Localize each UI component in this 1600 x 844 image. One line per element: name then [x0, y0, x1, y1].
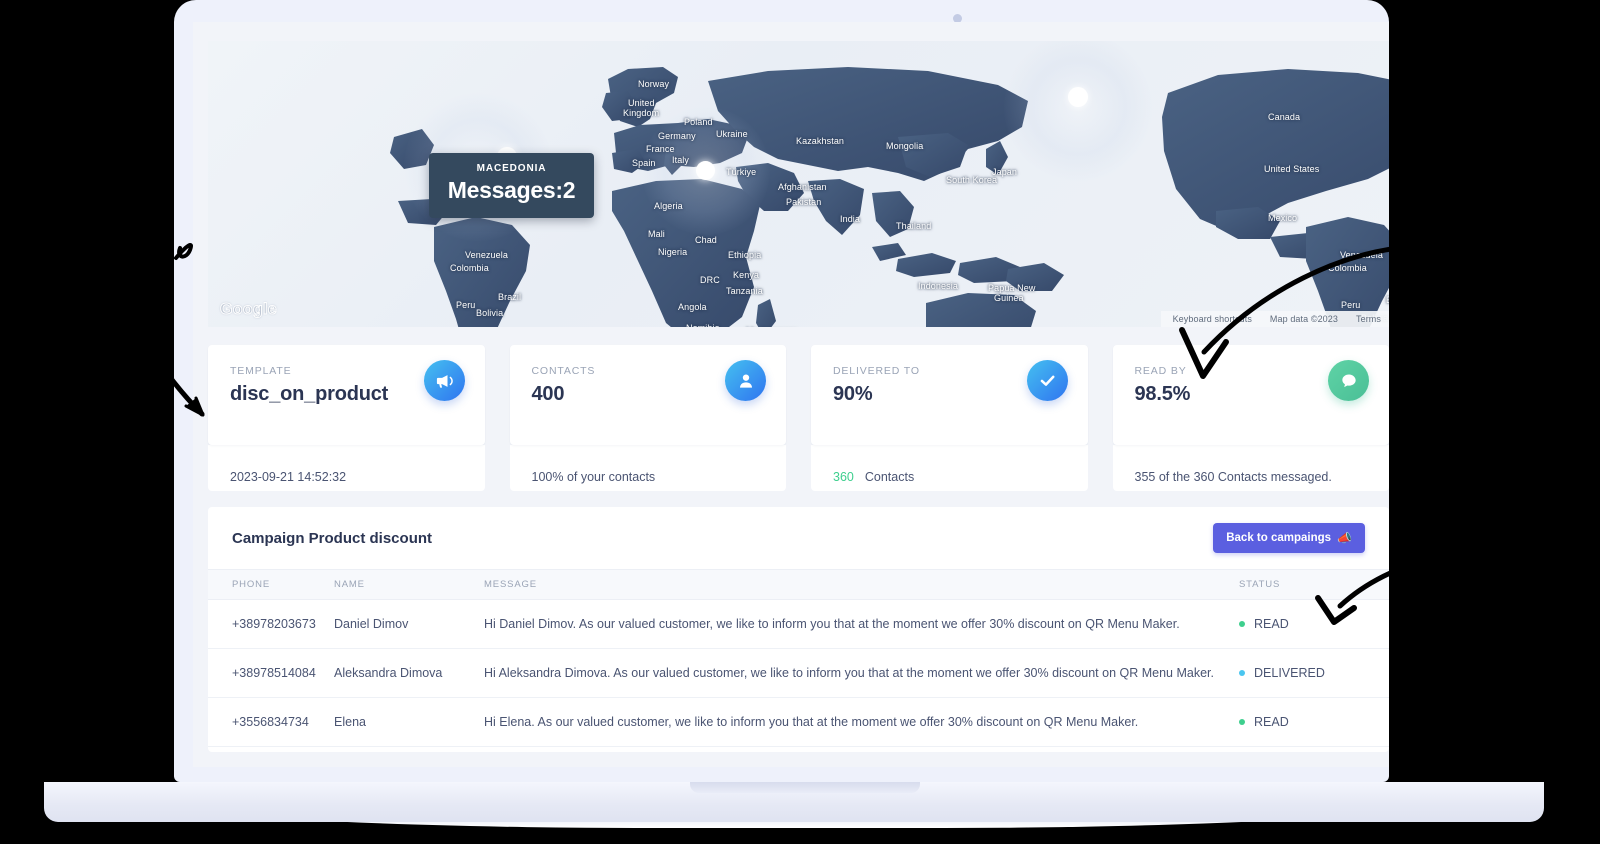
stat-sub: 360 Contacts [833, 470, 914, 484]
stat-sub: 355 of the 360 Contacts messaged. [1135, 470, 1332, 484]
back-to-campaigns-label: Back to campaings [1226, 532, 1332, 544]
status-dot-icon [1239, 621, 1245, 627]
stat-sub: 2023-09-21 14:52:32 [230, 470, 346, 484]
campaign-panel: Campaign Product discount Back to campai… [208, 507, 1389, 752]
stat-sub-text: 2023-09-21 14:52:32 [230, 470, 347, 484]
map-tooltip-messages: Messages:2 [447, 177, 576, 203]
chat-bubble-icon [1328, 360, 1369, 401]
cell-status: DELIVERED [1239, 648, 1389, 698]
cell-message: Hi Aleksandra Dimova. As our valued cust… [484, 648, 1239, 698]
terms-link[interactable]: Terms [1356, 314, 1381, 324]
cell-name: Daniel Dimov [334, 599, 484, 649]
column-header-message[interactable]: MESSAGE [484, 569, 1239, 600]
user-icon [725, 360, 766, 401]
status-badge: READ [1239, 617, 1389, 631]
column-header-phone[interactable]: PHONE [208, 569, 334, 600]
google-logo: Google [220, 301, 278, 319]
table-header-row: PHONE NAME MESSAGE STATUS [208, 569, 1389, 600]
stat-sub-text: 355 of the 360 Contacts messaged. [1134, 470, 1332, 484]
stat-value: 90% [833, 383, 873, 405]
stat-cards: TEMPLATE disc_on_product 2023-09-21 14:5… [208, 345, 1389, 484]
cell-name: Aleksandra Dimova [334, 648, 484, 698]
status-dot-icon [1239, 670, 1245, 676]
stat-card-read-by[interactable]: READ BY 98.5% 355 of the 360 Contacts me… [1112, 345, 1389, 484]
laptop-base-notch [690, 782, 920, 793]
map-attribution: Keyboard shortcuts Map data ©2023 Terms [1160, 311, 1389, 327]
back-to-campaigns-button[interactable]: Back to campaings 📣 [1213, 523, 1365, 553]
status-label: READ [1254, 715, 1289, 729]
table-row[interactable]: +38978203673 Daniel Dimov Hi Daniel Dimov.… [208, 599, 1389, 649]
cell-message: Hi Daniel Dimov. As our valued customer,… [484, 599, 1239, 649]
table-row[interactable]: +38978514084 Aleksandra Dimova Hi Aleksand… [208, 648, 1389, 698]
megaphone-icon [423, 360, 465, 401]
stat-value: 98.5% [1134, 383, 1191, 405]
stat-label: DELIVERED TO [833, 365, 920, 377]
column-header-name[interactable]: NAME [334, 569, 484, 600]
stat-label: TEMPLATE [230, 365, 292, 377]
keyboard-shortcuts-link[interactable]: Keyboard shortcuts [1172, 314, 1252, 324]
cell-phone: +38978514084 [208, 648, 334, 698]
cell-phone: +3556834734 [208, 697, 334, 747]
status-badge: DELIVERED [1239, 666, 1389, 680]
stat-sub-text: 100% of your contacts [531, 470, 656, 484]
cell-message: Hi Elena. As our valued customer, we lik… [484, 697, 1239, 747]
panel-header: Campaign Product discount Back to campai… [208, 507, 1389, 569]
cell-name: Elena [334, 697, 484, 747]
webcam-icon [953, 14, 962, 23]
map-tooltip: MACEDONIA Messages:2 [429, 153, 594, 218]
stat-label: READ BY [1134, 365, 1187, 377]
app-screen: Norway United Kingdom Poland Germany Ukraine F… [193, 22, 1389, 767]
map-tooltip-country: MACEDONIA [476, 163, 547, 174]
status-label: READ [1254, 617, 1289, 631]
stat-sub-accent: 360 [833, 470, 854, 484]
column-header-status[interactable]: STATUS [1239, 569, 1389, 600]
table-head: PHONE NAME MESSAGE STATUS [208, 569, 1389, 600]
world-map[interactable]: Norway United Kingdom Poland Germany Ukraine F… [208, 41, 1389, 327]
check-icon [1026, 360, 1068, 401]
map-marker-asia[interactable] [696, 161, 715, 180]
cell-status: READ [1239, 599, 1389, 649]
stat-value: disc_on_product [230, 383, 389, 405]
page-title: Campaign Product discount [232, 529, 433, 547]
status-label: DELIVERED [1254, 666, 1325, 680]
cell-status: READ [1239, 697, 1389, 747]
status-dot-icon [1239, 719, 1245, 725]
stat-card-delivered-to[interactable]: DELIVERED TO 90% 360 Contacts [811, 345, 1088, 484]
table-row[interactable]: +3556834734 Elena Hi Elena. As our valued … [208, 697, 1389, 747]
map-marker-canada[interactable] [1068, 87, 1088, 107]
stat-cards-lower-strip [208, 445, 1389, 491]
stat-label: CONTACTS [531, 365, 596, 377]
megaphone-emoji-icon: 📣 [1337, 531, 1352, 545]
map-data-text: Map data ©2023 [1269, 314, 1338, 324]
stat-card-contacts[interactable]: CONTACTS 400 100% of your contacts [509, 345, 786, 484]
stat-value: 400 [531, 383, 565, 405]
map-glow-canada [1004, 41, 1152, 181]
stat-sub: 100% of your contacts [532, 470, 656, 484]
cell-phone: +38978203673 [208, 599, 334, 649]
map-landmasses [390, 67, 1389, 327]
status-badge: READ [1239, 715, 1389, 729]
table-body: +38978203673 Daniel Dimov Hi Daniel Dimov.… [208, 599, 1389, 747]
stat-card-template[interactable]: TEMPLATE disc_on_product 2023-09-21 14:5… [208, 345, 485, 484]
stat-sub-text: Contacts [864, 470, 915, 484]
messages-table: PHONE NAME MESSAGE STATUS +38978203673 Da… [208, 569, 1389, 747]
